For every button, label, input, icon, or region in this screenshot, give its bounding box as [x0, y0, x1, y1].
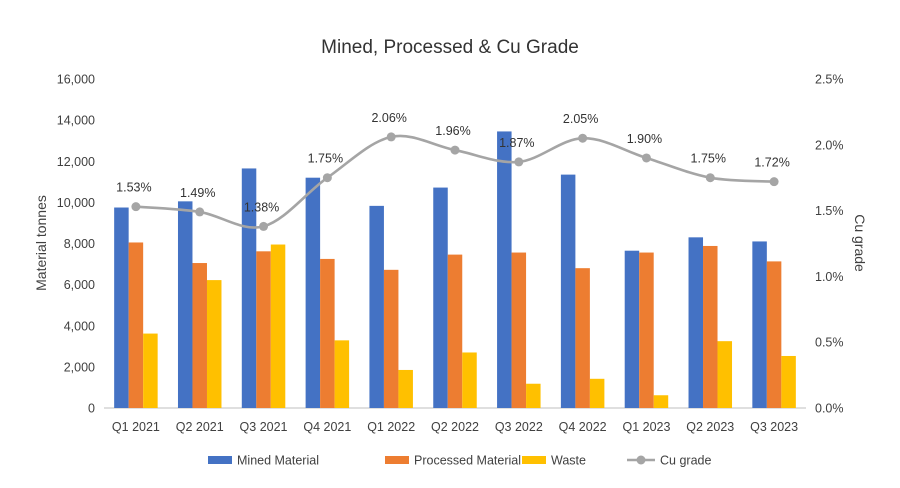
- cu-grade-point: [769, 177, 779, 187]
- legend-swatch: [522, 456, 546, 464]
- cu-grade-point: [322, 173, 332, 183]
- legend-marker: [636, 455, 646, 465]
- y-axis-right-title: Cu grade: [852, 214, 868, 272]
- x-tick-label: Q3 2022: [495, 420, 543, 434]
- chart-title: Mined, Processed & Cu Grade: [321, 37, 579, 58]
- x-tick-label: Q1 2021: [112, 420, 160, 434]
- y-left-tick-label: 0: [88, 402, 95, 416]
- bar-mined-material: [433, 187, 448, 408]
- cu-grade-data-label: 2.06%: [371, 111, 406, 125]
- y-axis-left-title: Material tonnes: [33, 195, 49, 291]
- bar-processed-material: [766, 261, 782, 408]
- x-tick-label: Q4 2022: [559, 420, 607, 434]
- cu-grade-point: [259, 221, 269, 231]
- bar-mined-material: [369, 205, 384, 408]
- bar-processed-material: [192, 263, 207, 408]
- y-left-tick-label: 4,000: [64, 319, 95, 333]
- y-left-tick-label: 12,000: [57, 155, 95, 169]
- x-tick-label: Q1 2022: [367, 420, 415, 434]
- bar-waste: [270, 244, 286, 408]
- cu-grade-data-label: 1.96%: [435, 124, 470, 138]
- x-tick-label: Q2 2022: [431, 420, 479, 434]
- cu-grade-point: [131, 202, 141, 212]
- bar-waste: [143, 333, 158, 408]
- bar-mined-material: [497, 131, 512, 408]
- bar-waste: [781, 355, 796, 408]
- cu-grade-data-label: 1.72%: [754, 156, 789, 170]
- bar-mined-material: [114, 207, 129, 408]
- bar-waste: [462, 352, 477, 408]
- bar-waste: [398, 369, 413, 408]
- bar-processed-material: [703, 245, 718, 408]
- bar-waste: [589, 378, 605, 408]
- bar-processed-material: [575, 268, 590, 408]
- cu-grade-point: [641, 153, 651, 163]
- legend-entry: Waste: [551, 454, 586, 468]
- bar-waste: [334, 340, 350, 408]
- cu-grade-data-label: 1.87%: [499, 136, 534, 150]
- x-tick-label: Q3 2023: [750, 420, 798, 434]
- cu-grade-data-label: 1.53%: [116, 181, 151, 195]
- bar-mined-material: [177, 201, 193, 408]
- y-right-tick-label: 0.5%: [815, 336, 844, 350]
- bar-processed-material: [320, 258, 335, 408]
- x-tick-label: Q3 2021: [240, 420, 288, 434]
- legend-entry: Cu grade: [660, 454, 711, 468]
- cu-grade-data-label: 1.75%: [691, 152, 726, 166]
- cu-grade-point: [705, 173, 715, 183]
- data-labels: 1.53% 1.49% 1.38% 1.75% 2.06% 1.96% 1.87% 2.05%…: [116, 111, 790, 214]
- bar-mined-material: [560, 174, 576, 408]
- y-right-tick-label: 2.5%: [815, 73, 844, 87]
- y-right-tick-label: 0.0%: [815, 402, 844, 416]
- bar-mined-material: [624, 250, 640, 408]
- bar-processed-material: [383, 269, 399, 408]
- x-tick-label: Q4 2021: [303, 420, 351, 434]
- x-tick-label: Q2 2023: [686, 420, 734, 434]
- cu-grade-data-label: 2.05%: [563, 112, 598, 126]
- y-left-tick-label: 14,000: [57, 114, 95, 128]
- legend-swatch: [208, 456, 232, 464]
- legend-entry: Mined Material: [237, 454, 319, 468]
- x-tick-label: Q2 2021: [176, 420, 224, 434]
- y-left-tick-label: 16,000: [57, 73, 95, 87]
- cu-grade-point: [578, 133, 588, 143]
- axes: 0 2,000 4,000 6,000 8,000 10,000 12,000 14,000 1…: [57, 73, 844, 435]
- legend-entry: Processed Material: [414, 454, 521, 468]
- cu-grade-point: [386, 132, 396, 142]
- y-right-tick-label: 1.0%: [815, 270, 844, 284]
- cu-grade-line: [131, 132, 779, 231]
- bar-waste: [653, 395, 669, 408]
- y-left-tick-label: 2,000: [64, 360, 95, 374]
- bar-mined-material: [305, 177, 321, 408]
- bar-processed-material: [511, 252, 527, 408]
- y-right-tick-label: 2.0%: [815, 138, 844, 152]
- bar-waste: [206, 280, 222, 408]
- y-left-tick-label: 8,000: [64, 237, 95, 251]
- legend: Mined Material Processed Material Waste Cu …: [208, 454, 711, 468]
- y-left-tick-label: 10,000: [57, 196, 95, 210]
- cu-grade-data-label: 1.75%: [308, 152, 343, 166]
- bars: [114, 131, 796, 408]
- x-tick-label: Q1 2023: [622, 420, 670, 434]
- cu-grade-point: [450, 145, 460, 155]
- bar-processed-material: [639, 252, 654, 408]
- bar-mined-material: [752, 241, 767, 408]
- cu-grade-data-label: 1.49%: [180, 186, 215, 200]
- bar-processed-material: [128, 242, 144, 408]
- cu-grade-point: [195, 207, 205, 217]
- cu-grade-data-label: 1.90%: [627, 132, 662, 146]
- legend-swatch: [385, 456, 409, 464]
- bar-mined-material: [688, 237, 704, 408]
- bar-waste: [526, 383, 541, 408]
- bar-processed-material: [447, 254, 463, 408]
- y-right-tick-label: 1.5%: [815, 204, 844, 218]
- cu-grade-point: [514, 157, 524, 167]
- bar-waste: [717, 341, 733, 408]
- cu-grade-data-label: 1.38%: [244, 200, 279, 214]
- bar-processed-material: [256, 251, 271, 408]
- y-left-tick-label: 6,000: [64, 278, 95, 292]
